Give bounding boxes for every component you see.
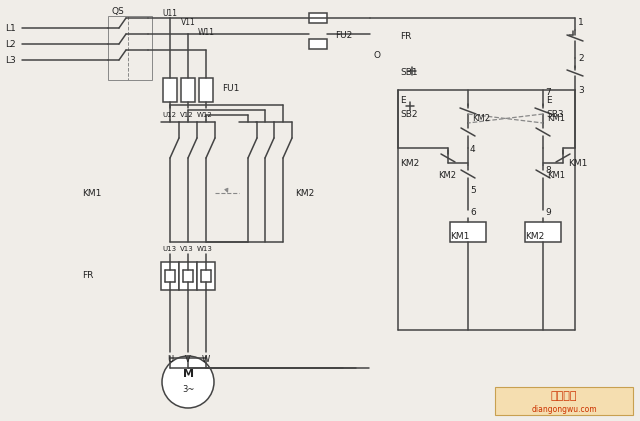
Text: L1: L1 [5,24,16,32]
Text: L2: L2 [5,40,15,48]
Text: FU1: FU1 [222,83,239,93]
Text: 7: 7 [545,88,551,96]
Text: V11: V11 [180,18,195,27]
Text: W12: W12 [197,112,213,118]
Text: KM1: KM1 [568,160,588,168]
Text: KM2: KM2 [472,114,490,123]
Bar [197,262,215,290]
Text: 3: 3 [578,85,584,94]
Text: KM2: KM2 [400,160,419,168]
Text: 3~: 3~ [182,386,194,394]
Text: 6: 6 [470,208,476,216]
Text: 8: 8 [545,165,551,174]
Text: W13: W13 [197,246,213,252]
Text: KM2: KM2 [438,171,456,179]
Text: V13: V13 [180,246,194,252]
Text: FU2: FU2 [335,30,352,40]
Bar [163,78,177,102]
Text: QS: QS [112,6,125,16]
Text: SB3: SB3 [546,109,564,118]
Text: FR: FR [82,272,93,280]
Bar [108,16,152,80]
Text: 2: 2 [578,53,584,62]
Bar [495,387,633,415]
Text: diangongwu.com: diangongwu.com [531,405,597,413]
Bar [309,39,327,49]
Text: KM1: KM1 [450,232,469,240]
Text: W: W [202,355,210,365]
Text: KM1: KM1 [547,114,565,123]
Text: U: U [167,355,173,365]
Text: L3: L3 [5,56,16,64]
Bar [450,222,486,242]
Text: U12: U12 [162,112,176,118]
Text: 5: 5 [470,186,476,195]
Bar [181,78,195,102]
Text: KM1: KM1 [547,171,565,179]
Bar [199,78,213,102]
Text: KM2: KM2 [525,232,544,240]
Text: M: M [182,369,193,379]
Text: E: E [400,96,406,104]
Text: KM2: KM2 [295,189,314,197]
Text: KM1: KM1 [82,189,101,197]
Text: V: V [185,355,191,365]
Text: 1: 1 [578,18,584,27]
Text: FR: FR [400,32,412,40]
Text: W11: W11 [198,27,214,37]
Text: O: O [373,51,380,59]
Bar [179,262,197,290]
Text: 电工之屋: 电工之屋 [551,391,577,401]
Text: E: E [546,96,552,104]
Text: SB1: SB1 [400,67,418,77]
Text: U13: U13 [162,246,176,252]
Circle shape [162,356,214,408]
Text: SB2: SB2 [400,109,417,118]
Text: V12: V12 [180,112,194,118]
Text: 4: 4 [470,146,476,155]
Text: 9: 9 [545,208,551,216]
Bar [161,262,179,290]
Bar [525,222,561,242]
Bar [309,13,327,23]
Text: U11: U11 [163,8,177,18]
